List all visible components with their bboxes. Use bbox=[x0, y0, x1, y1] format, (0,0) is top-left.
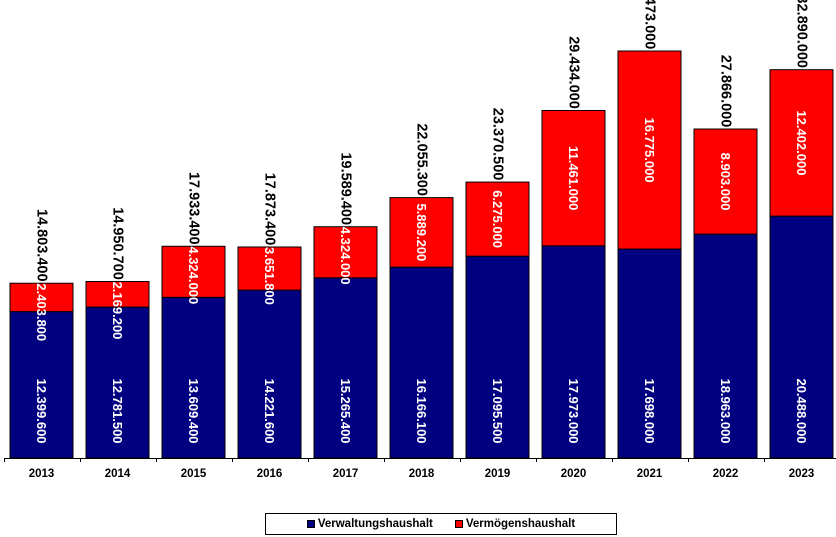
total-label-2016: 17.873.400 bbox=[262, 173, 278, 246]
legend-label-verwaltungshaushalt: Verwaltungshaushalt bbox=[317, 518, 433, 530]
total-label-2015: 17.933.400 bbox=[186, 172, 202, 245]
bar-verwaltungshaushalt-2018 bbox=[389, 266, 454, 459]
data-label-vermoegenshaushalt-2016: 3.651.800 bbox=[262, 247, 277, 305]
x-tick-label-2021: 2021 bbox=[637, 468, 663, 480]
data-label-vermoegenshaushalt-2014: 2.169.200 bbox=[110, 282, 125, 340]
data-label-vermoegenshaushalt-2023: 12.402.000 bbox=[794, 110, 809, 175]
legend-item-verwaltungshaushalt: Verwaltungshaushalt bbox=[306, 518, 433, 530]
bar-vermoegenshaushalt-2017 bbox=[313, 226, 378, 279]
bar-verwaltungshaushalt-2021 bbox=[617, 248, 682, 459]
data-label-verwaltungshaushalt-2020: 17.973.000 bbox=[566, 378, 581, 443]
data-label-verwaltungshaushalt-2021: 17.698.000 bbox=[642, 378, 657, 443]
bar-verwaltungshaushalt-2016 bbox=[237, 289, 302, 459]
bar-verwaltungshaushalt-2013 bbox=[9, 311, 74, 459]
data-label-verwaltungshaushalt-2015: 13.609.400 bbox=[186, 378, 201, 443]
chart-legend: Verwaltungshaushalt Vermögenshaushalt bbox=[265, 513, 617, 535]
legend-label-vermoegenshaushalt: Vermögenshaushalt bbox=[465, 518, 576, 530]
bar-vermoegenshaushalt-2018 bbox=[389, 197, 454, 268]
total-label-2017: 19.589.400 bbox=[338, 152, 354, 225]
total-label-2014: 14.950.700 bbox=[110, 207, 126, 280]
data-label-verwaltungshaushalt-2018: 16.166.100 bbox=[414, 378, 429, 443]
bar-vermoegenshaushalt-2016 bbox=[237, 246, 302, 291]
data-label-vermoegenshaushalt-2020: 11.461.000 bbox=[566, 146, 581, 210]
legend-swatch-vermoegenshaushalt bbox=[454, 520, 463, 528]
data-label-vermoegenshaushalt-2021: 16.775.000 bbox=[642, 117, 657, 182]
total-label-2019: 23.370.500 bbox=[490, 108, 506, 181]
data-label-vermoegenshaushalt-2015: 4.324.000 bbox=[186, 246, 201, 304]
data-label-vermoegenshaushalt-2019: 6.275.000 bbox=[490, 190, 505, 248]
bar-vermoegenshaushalt-2023 bbox=[769, 69, 834, 217]
total-label-2021: 34.473.000 bbox=[642, 0, 658, 49]
legend-swatch-verwaltungshaushalt bbox=[306, 520, 315, 528]
data-label-verwaltungshaushalt-2019: 17.095.500 bbox=[490, 378, 505, 443]
data-label-vermoegenshaushalt-2022: 8.903.000 bbox=[718, 153, 733, 211]
total-label-2018: 22.055.300 bbox=[414, 123, 430, 196]
bar-verwaltungshaushalt-2023 bbox=[769, 215, 834, 459]
data-label-verwaltungshaushalt-2014: 12.781.500 bbox=[110, 378, 125, 443]
x-tick-label-2023: 2023 bbox=[789, 468, 815, 480]
bar-verwaltungshaushalt-2020 bbox=[541, 245, 606, 459]
data-label-verwaltungshaushalt-2016: 14.221.600 bbox=[262, 378, 277, 443]
x-tick-label-2013: 2013 bbox=[29, 468, 55, 480]
bar-verwaltungshaushalt-2015 bbox=[161, 296, 226, 459]
bar-verwaltungshaushalt-2017 bbox=[313, 277, 378, 459]
total-label-2020: 29.434.000 bbox=[566, 36, 582, 109]
total-label-2023: 32.890.000 bbox=[794, 0, 810, 68]
x-tick-label-2014: 2014 bbox=[105, 468, 131, 480]
bar-vermoegenshaushalt-2020 bbox=[541, 109, 606, 247]
bar-vermoegenshaushalt-2013 bbox=[9, 282, 74, 313]
x-tick-label-2015: 2015 bbox=[181, 468, 207, 480]
x-tick-label-2018: 2018 bbox=[409, 468, 435, 480]
bar-vermoegenshaushalt-2015 bbox=[161, 245, 226, 298]
bar-verwaltungshaushalt-2019 bbox=[465, 255, 530, 459]
x-tick-label-2022: 2022 bbox=[713, 468, 739, 480]
bar-vermoegenshaushalt-2022 bbox=[693, 128, 758, 235]
total-label-2022: 27.866.000 bbox=[718, 55, 734, 128]
x-tick-label-2019: 2019 bbox=[485, 468, 511, 480]
data-label-vermoegenshaushalt-2017: 4.324.000 bbox=[338, 227, 353, 285]
bar-vermoegenshaushalt-2021 bbox=[617, 50, 682, 250]
bar-vermoegenshaushalt-2014 bbox=[85, 280, 150, 308]
data-label-vermoegenshaushalt-2018: 5.889.200 bbox=[414, 203, 429, 261]
data-label-verwaltungshaushalt-2022: 18.963.000 bbox=[718, 378, 733, 443]
legend-item-vermoegenshaushalt: Vermögenshaushalt bbox=[454, 518, 576, 530]
data-label-verwaltungshaushalt-2013: 12.399.600 bbox=[34, 378, 49, 443]
bar-verwaltungshaushalt-2014 bbox=[85, 306, 150, 459]
x-tick-label-2017: 2017 bbox=[333, 468, 359, 480]
x-tick-label-2016: 2016 bbox=[257, 468, 283, 480]
data-label-vermoegenshaushalt-2013: 2.403.800 bbox=[34, 283, 49, 341]
total-label-2013: 14.803.400 bbox=[34, 209, 50, 282]
bar-vermoegenshaushalt-2019 bbox=[465, 181, 530, 257]
data-label-verwaltungshaushalt-2017: 15.265.400 bbox=[338, 378, 353, 443]
x-tick-label-2020: 2020 bbox=[561, 468, 587, 480]
data-label-verwaltungshaushalt-2023: 20.488.000 bbox=[794, 378, 809, 443]
